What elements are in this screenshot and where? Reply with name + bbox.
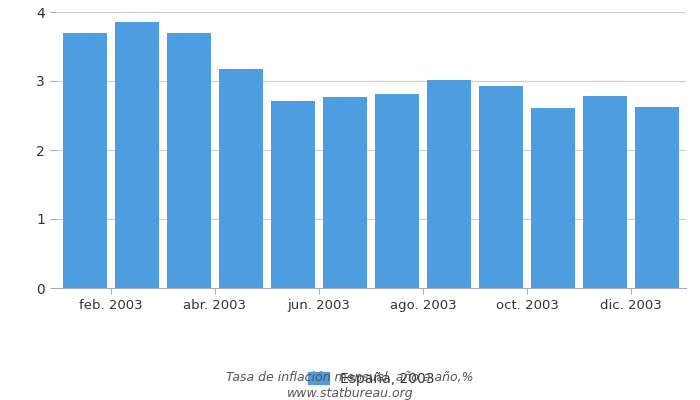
Bar — [583, 96, 627, 288]
Bar — [531, 108, 575, 288]
Bar — [62, 33, 107, 288]
Bar — [427, 80, 471, 288]
Bar — [375, 94, 419, 288]
Legend: España, 2003: España, 2003 — [308, 372, 434, 386]
Bar — [635, 106, 680, 288]
Bar — [323, 97, 367, 288]
Text: www.statbureau.org: www.statbureau.org — [287, 388, 413, 400]
Bar — [218, 69, 263, 288]
Bar — [271, 101, 315, 288]
Bar — [167, 33, 211, 288]
Bar — [479, 86, 524, 288]
Bar — [115, 22, 159, 288]
Text: Tasa de inflación mensual, año a año,%: Tasa de inflación mensual, año a año,% — [226, 372, 474, 384]
